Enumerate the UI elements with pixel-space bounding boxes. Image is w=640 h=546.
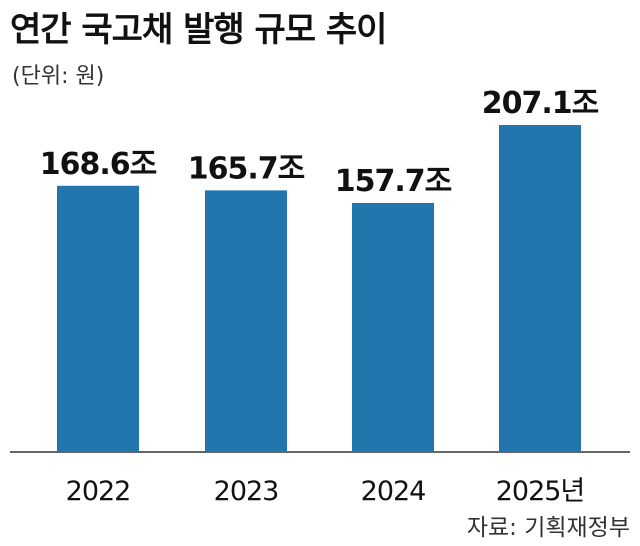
- value-label: 168.6조: [40, 147, 157, 182]
- x-tick-label: 2022: [66, 476, 131, 507]
- value-label: 165.7조: [188, 151, 305, 186]
- bar-2022: [57, 185, 139, 452]
- x-tick-label: 2023: [214, 476, 279, 507]
- x-tick-label: 2024: [361, 476, 426, 507]
- bar-2024: [352, 203, 434, 452]
- bar-2025년: [499, 125, 581, 452]
- bar-2023: [205, 190, 287, 453]
- value-label: 157.7조: [335, 164, 452, 199]
- x-tick-label: 2025년: [496, 476, 585, 507]
- unit-note: (단위: 원): [12, 64, 105, 89]
- chart-title: 연간 국고채 발행 규모 추이: [10, 10, 387, 50]
- source-note: 자료: 기획재정부: [466, 515, 630, 541]
- value-label: 207.1조: [482, 86, 599, 121]
